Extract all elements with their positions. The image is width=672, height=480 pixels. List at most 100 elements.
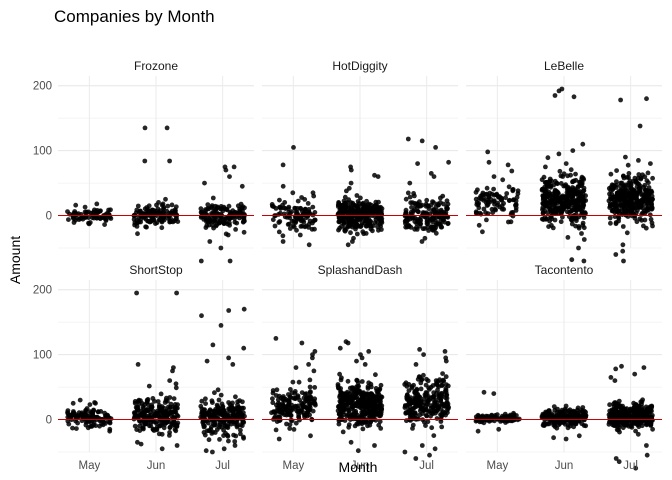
data-point — [430, 394, 436, 400]
data-point — [226, 406, 232, 412]
data-point — [410, 400, 416, 406]
y-tick-label: 200 — [33, 285, 52, 297]
data-point — [277, 418, 282, 424]
data-point — [636, 181, 642, 187]
data-point — [362, 391, 368, 397]
data-point — [239, 183, 245, 189]
data-point — [212, 390, 217, 396]
data-point — [628, 205, 634, 211]
data-point — [76, 211, 81, 217]
data-point — [304, 391, 309, 397]
x-tick-label: Jul — [215, 460, 230, 472]
data-point — [307, 401, 312, 407]
data-point — [613, 366, 619, 372]
data-point — [637, 123, 643, 129]
data-point — [563, 403, 569, 409]
data-point — [280, 162, 286, 168]
points — [473, 86, 655, 264]
data-point — [647, 212, 653, 218]
data-point — [354, 416, 359, 422]
data-point — [296, 379, 302, 385]
data-point — [133, 414, 138, 420]
data-point — [218, 245, 224, 251]
data-point — [345, 242, 351, 248]
data-point — [576, 198, 582, 204]
data-point — [496, 426, 502, 432]
x-tick-label: May — [486, 460, 508, 472]
data-point — [635, 431, 641, 437]
data-point — [173, 428, 179, 434]
data-point — [416, 209, 421, 215]
data-point — [337, 394, 342, 400]
data-point — [286, 204, 292, 210]
data-point — [619, 363, 624, 369]
data-point — [203, 396, 208, 402]
data-point — [444, 392, 450, 398]
data-point — [174, 423, 180, 429]
data-point — [476, 222, 482, 228]
data-point — [287, 426, 293, 431]
data-point — [576, 413, 581, 419]
data-point — [581, 258, 587, 264]
data-point — [206, 437, 212, 443]
data-point — [405, 190, 411, 196]
data-point — [570, 200, 576, 206]
data-point — [629, 188, 635, 194]
data-point — [138, 208, 143, 214]
data-point — [83, 408, 88, 413]
data-point — [95, 210, 101, 216]
data-point — [627, 178, 633, 184]
data-point — [632, 409, 638, 415]
data-point — [83, 211, 89, 217]
data-point — [583, 414, 589, 420]
data-point — [434, 221, 439, 226]
data-point — [506, 184, 512, 190]
data-point — [335, 382, 341, 387]
data-point — [165, 203, 171, 209]
data-point — [346, 400, 352, 405]
y-tick-label: 100 — [33, 146, 52, 158]
data-point — [301, 395, 307, 401]
data-point — [480, 229, 485, 235]
data-point — [138, 413, 143, 418]
data-point — [207, 239, 213, 244]
y-tick-label: 200 — [33, 81, 52, 93]
data-point — [644, 408, 650, 413]
data-point — [285, 222, 291, 227]
data-point — [107, 419, 113, 425]
data-point — [554, 180, 560, 186]
data-point — [611, 194, 617, 200]
data-point — [358, 420, 364, 425]
data-point — [379, 406, 384, 411]
data-point — [151, 207, 156, 213]
data-point — [227, 209, 233, 215]
panel-tacontento: Tacontento May Jun Jul — [466, 263, 662, 472]
data-point — [499, 203, 505, 209]
strip-label: Tacontento — [535, 263, 594, 277]
data-point — [241, 435, 247, 441]
data-point — [437, 377, 442, 383]
data-point — [291, 145, 296, 150]
data-point — [154, 408, 160, 414]
data-point — [444, 407, 450, 413]
data-point — [238, 427, 243, 433]
data-point — [419, 239, 425, 244]
data-point — [558, 219, 564, 225]
data-point — [359, 355, 365, 361]
data-point — [300, 209, 305, 214]
data-point — [429, 425, 435, 431]
data-point — [210, 421, 216, 427]
data-point — [611, 185, 616, 191]
data-point — [434, 209, 440, 215]
data-point — [485, 202, 491, 208]
data-point — [642, 208, 647, 214]
data-point — [545, 155, 551, 161]
data-point — [305, 201, 311, 206]
data-point — [295, 198, 301, 204]
data-point — [616, 427, 621, 433]
data-point — [428, 171, 434, 176]
data-point — [613, 456, 619, 461]
data-point — [431, 433, 437, 438]
data-point — [616, 459, 622, 465]
data-point — [134, 427, 140, 432]
